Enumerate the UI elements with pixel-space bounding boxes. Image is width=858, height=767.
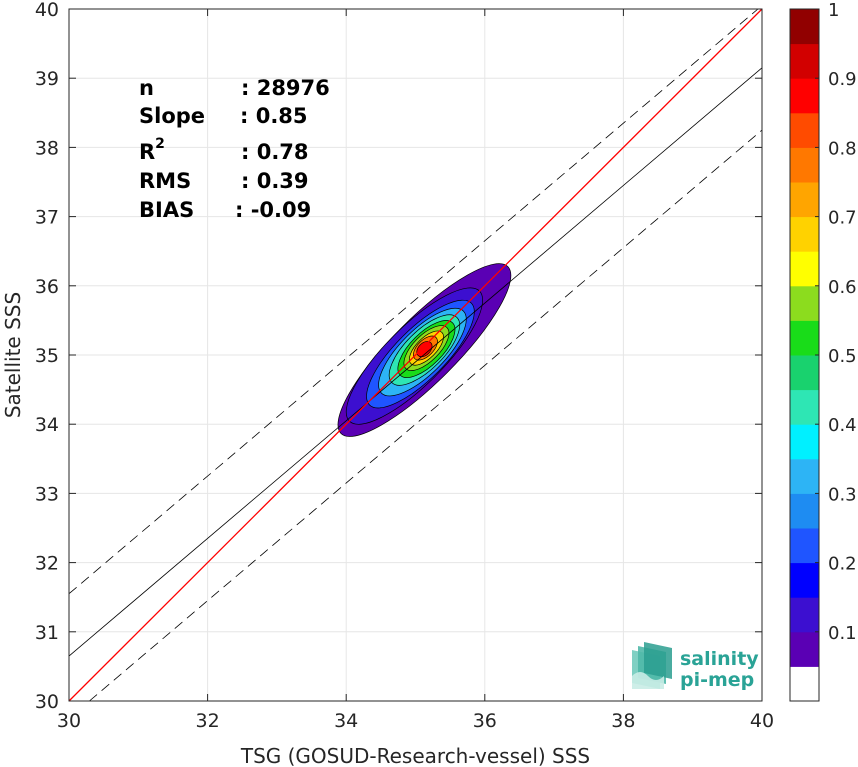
colorbar-segment	[790, 666, 819, 702]
colorbar-segment	[790, 147, 819, 183]
y-tick-label: 39	[35, 68, 59, 90]
colorbar-segment	[790, 631, 819, 667]
stat-value: : 28976	[241, 76, 330, 100]
y-tick-label: 30	[35, 691, 59, 713]
stat-label: R2	[139, 136, 165, 164]
stat-label: RMS	[139, 169, 191, 193]
x-tick-label: 38	[611, 710, 635, 732]
logo-line2: pi-mep	[680, 669, 754, 691]
y-tick-label: 37	[35, 207, 59, 229]
density-contour	[416, 341, 433, 358]
stat-label: BIAS	[139, 198, 194, 222]
stat-label: n	[139, 76, 154, 100]
colorbar-segment	[790, 355, 819, 391]
y-tick-label: 40	[35, 0, 59, 21]
upper-bound-line	[68, 8, 759, 595]
x-tick-label: 34	[334, 710, 358, 732]
colorbar-tick-label: 0.2	[828, 554, 857, 575]
colorbar-segment	[790, 9, 819, 45]
colorbar-segment	[790, 43, 819, 79]
y-tick-label: 34	[35, 414, 59, 436]
logo-waves-icon	[632, 642, 672, 689]
stats-box: n : 28976 Slope : 0.85 R2 : 0.78 RMS : 0.39 BIAS…	[139, 76, 330, 222]
y-tick-label: 35	[35, 345, 59, 367]
colorbar-segment	[790, 216, 819, 252]
colorbar-tick-label: 0.4	[828, 415, 857, 436]
colorbar-segment	[790, 320, 819, 356]
stat-value: : 0.39	[241, 169, 309, 193]
x-axis-ticks: 30 32 34 36 38 40	[57, 9, 774, 732]
colorbar-tick-label: 1	[828, 0, 839, 21]
stat-value: : 0.78	[241, 140, 309, 164]
stat-superscript: 2	[155, 136, 165, 152]
y-tick-label: 36	[35, 276, 59, 298]
colorbar-segment	[790, 562, 819, 598]
colorbar-segment	[790, 112, 819, 148]
colorbar-tick-label: 0.8	[828, 138, 857, 159]
stat-value: : -0.09	[235, 198, 311, 222]
colorbar-segment	[790, 389, 819, 425]
x-tick-label: 30	[57, 710, 81, 732]
colorbar-segment	[790, 597, 819, 633]
colorbar: 0.1 0.2 0.3 0.4 0.5 0.6 0.7 0.8 0.9 1	[789, 0, 857, 702]
logo-line1: salinity	[680, 648, 759, 670]
salinity-pimep-logo: salinity pi-mep	[632, 642, 759, 691]
colorbar-segment	[790, 528, 819, 564]
y-tick-label: 38	[35, 137, 59, 159]
colorbar-segment	[790, 424, 819, 460]
x-tick-label: 40	[750, 710, 774, 732]
colorbar-tick-label: 0.3	[828, 484, 857, 505]
colorbar-segment	[790, 182, 819, 218]
colorbar-segment	[790, 285, 819, 321]
colorbar-segment	[790, 493, 819, 529]
y-tick-label: 32	[35, 553, 59, 575]
one-to-one-line	[68, 8, 763, 702]
colorbar-segment	[790, 458, 819, 494]
y-axis-label: Satellite SSS	[1, 292, 25, 418]
reference-lines	[68, 8, 763, 702]
stat-value: : 0.85	[240, 104, 308, 128]
colorbar-tick-label: 0.9	[828, 69, 857, 90]
colorbar-segment	[790, 251, 819, 287]
x-tick-label: 36	[473, 710, 497, 732]
stat-label: Slope	[139, 104, 205, 128]
regression-line	[68, 67, 763, 657]
y-tick-label: 33	[35, 483, 59, 505]
colorbar-tick-label: 0.1	[828, 623, 857, 644]
x-tick-label: 32	[196, 710, 220, 732]
colorbar-segment	[790, 78, 819, 114]
x-axis-label: TSG (GOSUD-Research-vessel) SSS	[240, 744, 590, 767]
lower-bound-line	[89, 129, 763, 702]
y-tick-label: 31	[35, 622, 59, 644]
colorbar-tick-label: 0.6	[828, 277, 857, 298]
colorbar-tick-label: 0.7	[828, 208, 857, 229]
colorbar-tick-label: 0.5	[828, 346, 857, 367]
y-axis-ticks: 30 31 32 33 34 35 36 37 38 39 40	[35, 0, 762, 713]
